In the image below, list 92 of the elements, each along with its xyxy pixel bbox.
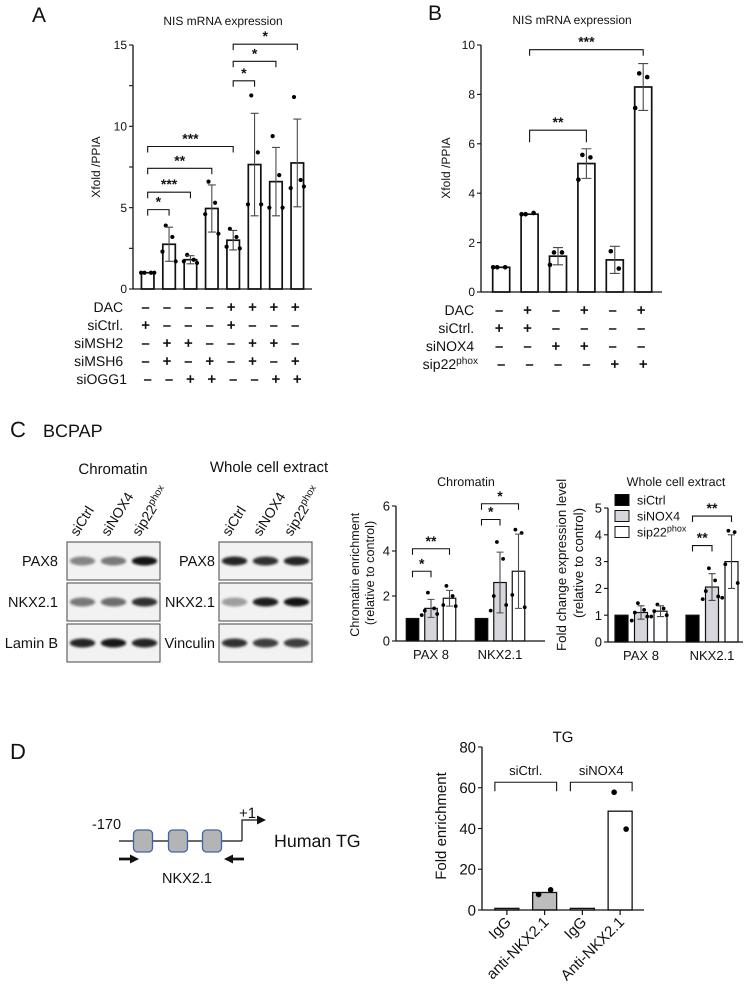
category-label: Vinculin [164,636,215,652]
y-axis-title: Xfold /PPIA [439,137,453,199]
y-tick-label: 4 [382,544,390,559]
annotation: ** [426,532,437,549]
y-tick-label: 8 [468,88,476,102]
annotation: *** [182,130,200,147]
y-tick-label: 4 [468,186,476,200]
x-tick-label: + – + – + [269,299,281,388]
annotation: ** [696,530,708,546]
legend-label: siCtrl [637,493,666,508]
y-tick-label: 6 [468,137,476,151]
x-tick-label: + – – + + [290,299,302,388]
x-tick-label: – – – + + [205,299,216,388]
x-tick-label: + – – + [636,302,648,373]
chart-title: NIS mRNA expression [163,14,283,28]
y-tick-label: 0 [120,282,128,296]
text: Whole cell extract [210,459,330,476]
x-axis-title: DAC siCtrl. siNOX4 sip22$^{phox}$ [422,302,478,372]
chart-title: Chromatin [437,475,495,489]
text: A [32,4,46,27]
text: -170 [92,817,122,833]
category-label: PAX8 [178,554,215,570]
annotation: * [241,64,248,81]
y-tick-label: 1 [594,608,602,623]
text: Chromatin [78,461,148,478]
chart-title: TG [552,729,574,746]
y-axis-title: Xfold /PPIA [89,136,103,198]
text: BCPAP [43,421,103,441]
legend-label: sip22$^{phox}$ [637,523,687,540]
text: * [262,28,269,44]
y-tick-label: 20 [459,862,476,878]
y-tick-label: 4 [594,527,602,542]
y-tick-label: 2 [594,580,602,596]
y-axis-title: Chromatin enrichment (relative to control) [348,512,377,637]
annotation: ** [174,152,186,168]
annotation: siCtrl. [509,763,542,778]
text: B [428,2,442,25]
category-label: Lamin B [4,636,58,652]
x-tick-label: + – + + – [248,299,259,388]
x-tick-label: NKX2.1 [478,647,522,662]
y-tick-label: 2 [468,236,476,250]
y-tick-label: 0 [382,634,390,649]
x-tick-label: – – – + [608,302,620,373]
annotation: * [488,504,494,520]
x-tick-label: – – + – [552,302,562,373]
y-axis-title: Fold enrichment [433,771,450,880]
y-tick-label: 0 [594,634,602,650]
x-tick-label: PAX 8 [413,647,449,662]
legend-label: siNOX4 [637,509,680,524]
y-tick-label: 15 [114,38,128,52]
y-tick-label: 0 [468,902,476,920]
y-axis-title: Fold change expression level (relative to control) [554,478,586,651]
category-label: NKX2.1 [165,595,215,611]
x-tick-label: – + – – [494,302,506,373]
x-tick-label: + + – – – [226,299,238,388]
y-tick-label: 40 [459,820,476,838]
annotation: *** [160,176,178,192]
x-tick-label: – + – – – [141,299,152,388]
y-tick-label: 10 [462,38,476,52]
annotation: * [156,194,162,210]
annotation: *** [578,34,596,50]
annotation: * [252,45,258,62]
y-tick-label: 80 [459,739,476,756]
text: C [10,417,26,442]
x-tick-label: + + – – [523,302,534,373]
text: +1 [239,805,256,822]
y-tick-label: 5 [594,500,602,516]
y-tick-label: 0 [468,285,476,300]
y-tick-label: 10 [114,120,128,134]
x-tick-label: – – + + – [162,299,174,388]
y-tick-label: 6 [382,498,390,514]
category-label: NKX2.1 [8,595,58,611]
x-tick-label: PAX 8 [623,648,659,663]
text: * [497,488,504,504]
text: Human TG [274,831,361,851]
x-tick-label: + – + – [580,302,591,373]
annotation: siNOX4 [578,763,624,778]
x-axis-title: DAC siCtrl. siMSH2 siMSH6 siOGG1 [74,299,128,387]
category-label: PAX8 [22,554,58,570]
chart-title: Whole cell extract [626,475,726,489]
text: NKX2.1 [162,871,212,887]
annotation: * [419,555,426,572]
x-tick-label: NKX2.1 [690,648,734,663]
text: D [10,739,26,764]
x-tick-label: – – + – + [184,299,196,388]
y-tick-label: 5 [120,200,128,215]
y-tick-label: 60 [459,780,476,797]
y-tick-label: 3 [594,554,602,570]
annotation: ** [706,500,718,516]
chart-title: NIS mRNA expression [512,13,632,27]
y-tick-label: 2 [382,588,390,604]
annotation: ** [552,114,564,130]
